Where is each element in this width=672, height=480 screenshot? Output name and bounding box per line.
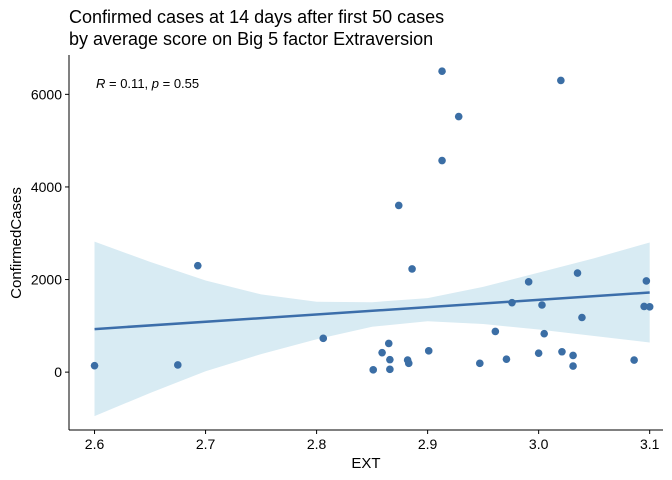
- x-axis-ticks: 2.6 2.7 2.8 2.9 3.0 3.1: [85, 430, 660, 452]
- p-symbol: p: [151, 76, 159, 91]
- data-point: [569, 351, 577, 360]
- chart-title-line-1: Confirmed cases at 14 days after first 5…: [69, 7, 444, 27]
- data-point: [384, 339, 393, 348]
- data-point: [404, 359, 413, 368]
- y-axis-ticks: 0 2000 4000 6000: [31, 86, 69, 380]
- regression-line-layer: [94, 291, 650, 331]
- x-tick-label: 3.0: [529, 436, 549, 452]
- y-tick-label: 6000: [31, 86, 62, 102]
- data-point: [491, 327, 500, 336]
- confidence-band-layer: [94, 241, 650, 417]
- r-value: = 0.11,: [105, 76, 151, 91]
- data-point: [369, 366, 378, 374]
- data-point: [90, 361, 99, 370]
- data-point: [534, 349, 543, 357]
- data-point: [438, 156, 446, 165]
- data-point: [394, 201, 403, 210]
- data-point: [642, 277, 651, 285]
- p-value: = 0.55: [159, 76, 199, 91]
- y-axis-title: ConfirmedCases: [8, 187, 25, 299]
- data-point: [424, 347, 433, 355]
- data-point: [640, 302, 648, 311]
- data-point: [540, 329, 548, 338]
- axes: [68, 55, 663, 431]
- data-point: [573, 269, 582, 277]
- regression-line: [94, 291, 650, 331]
- data-point: [386, 365, 394, 374]
- data-point: [630, 356, 638, 364]
- data-point: [454, 112, 463, 121]
- x-tick-label: 2.7: [196, 436, 216, 452]
- x-tick-label: 2.9: [418, 436, 438, 452]
- x-tick-label: 2.8: [307, 436, 327, 452]
- data-point: [408, 265, 416, 273]
- data-point: [557, 76, 565, 85]
- confidence-band: [94, 241, 650, 417]
- x-tick-label: 3.1: [640, 436, 660, 452]
- data-point: [193, 261, 202, 270]
- correlation-annotation: R = 0.11, p = 0.55: [96, 76, 199, 91]
- y-tick-label: 4000: [31, 179, 62, 195]
- data-point: [508, 298, 516, 307]
- data-point: [174, 361, 182, 369]
- chart-title-line-2: by average score on Big 5 factor Extrave…: [69, 29, 433, 49]
- data-point: [569, 362, 577, 370]
- data-point: [386, 355, 394, 364]
- data-point: [538, 301, 546, 309]
- y-tick-label: 0: [54, 364, 62, 380]
- r-symbol: R: [96, 76, 105, 91]
- data-point: [558, 347, 566, 356]
- data-point: [476, 359, 484, 368]
- x-tick-label: 2.6: [85, 436, 105, 452]
- data-point: [645, 303, 654, 311]
- y-tick-label: 2000: [31, 272, 62, 288]
- data-point: [319, 334, 328, 343]
- data-point: [378, 348, 386, 357]
- data-points-layer: [90, 67, 654, 374]
- x-axis-title: EXT: [351, 455, 380, 472]
- data-point: [524, 278, 533, 286]
- data-point: [438, 67, 446, 76]
- data-point: [578, 313, 586, 322]
- data-point: [502, 355, 511, 363]
